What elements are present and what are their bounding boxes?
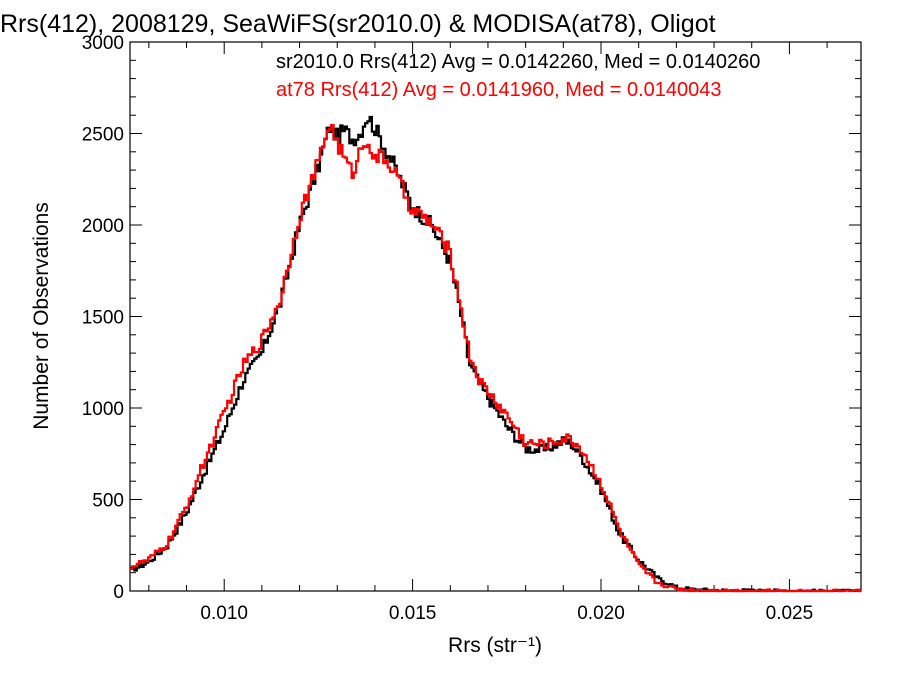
x-tick-label: 0.010	[200, 603, 248, 624]
plot-frame	[129, 41, 862, 592]
y-tick-label: 1000	[82, 399, 124, 420]
y-tick-label: 2000	[82, 216, 124, 237]
legend-entry-at78: at78 Rrs(412) Avg = 0.0141960, Med = 0.0…	[276, 79, 722, 101]
y-tick-label: 1500	[82, 308, 124, 329]
x-axis-title: Rrs (str⁻¹)	[448, 634, 542, 657]
legend-entry-sr2010: sr2010.0 Rrs(412) Avg = 0.0142260, Med =…	[276, 51, 760, 73]
series-line-0	[130, 115, 862, 593]
series-line-1	[130, 123, 862, 593]
y-tick-label: 0	[113, 582, 124, 603]
x-tick-label: 0.025	[766, 603, 814, 624]
y-tick-label: 2500	[82, 125, 124, 146]
data-series	[130, 115, 862, 593]
x-tick-label: 0.020	[577, 603, 625, 624]
y-tick-label: 500	[92, 491, 124, 512]
y-tick-label: 3000	[82, 33, 124, 54]
axis-ticks: 0.010 0.015 0.020 0.025 0 500 1000 1500 2000 2500…	[82, 33, 861, 624]
x-tick-label: 0.015	[389, 603, 437, 624]
chart-title: Rrs(412), 2008129, SeaWiFS(sr2010.0) & M…	[0, 10, 716, 38]
y-axis-title: Number of Observations	[30, 202, 53, 430]
